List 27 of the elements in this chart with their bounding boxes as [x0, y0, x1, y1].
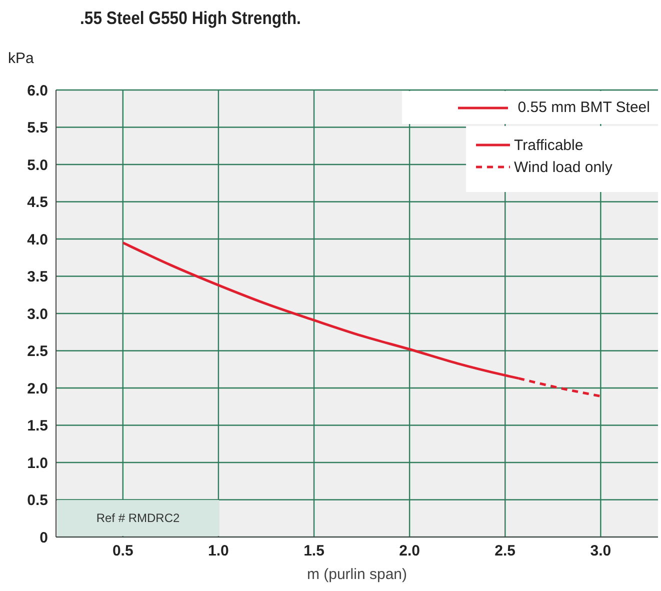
- chart-title: .55 Steel G550 High Strength.: [80, 8, 301, 29]
- y-tick-label: 1.5: [27, 418, 48, 435]
- x-tick-label: 2.0: [399, 542, 420, 560]
- y-tick-label: 2.5: [27, 343, 48, 360]
- x-tick-label: 2.5: [494, 542, 516, 560]
- y-tick-label: 0.5: [27, 492, 48, 510]
- y-tick-label: 4.5: [27, 194, 48, 212]
- y-tick-label: 2.0: [27, 380, 48, 398]
- x-tick-label: 1.5: [304, 542, 324, 560]
- legend-title: 0.55 mm BMT Steel: [518, 99, 650, 116]
- y-tick-label: 0: [40, 529, 48, 546]
- x-axis-title: m (purlin span): [306, 566, 408, 583]
- y-axis-title: kPa: [8, 50, 34, 67]
- legend-box: 0.55 mm BMT Steel: [402, 91, 658, 124]
- y-tick-label: 6.0: [27, 82, 48, 100]
- legend-label: Wind load only: [514, 158, 612, 176]
- x-tick-label: 1.0: [208, 542, 229, 560]
- legend-label: Trafficable: [514, 136, 584, 154]
- y-tick-label: 5.0: [27, 156, 48, 174]
- x-tick-label: 3.0: [590, 542, 612, 560]
- y-tick-label: 5.5: [27, 120, 48, 137]
- x-tick-label: 0.5: [112, 542, 134, 560]
- y-tick-label: 4.0: [27, 231, 48, 248]
- reference-box: Ref # RMDRC2: [57, 500, 219, 536]
- y-tick-label: 3.0: [27, 306, 48, 323]
- y-tick-label: 3.5: [27, 268, 48, 286]
- y-tick-label: 1.0: [27, 454, 48, 472]
